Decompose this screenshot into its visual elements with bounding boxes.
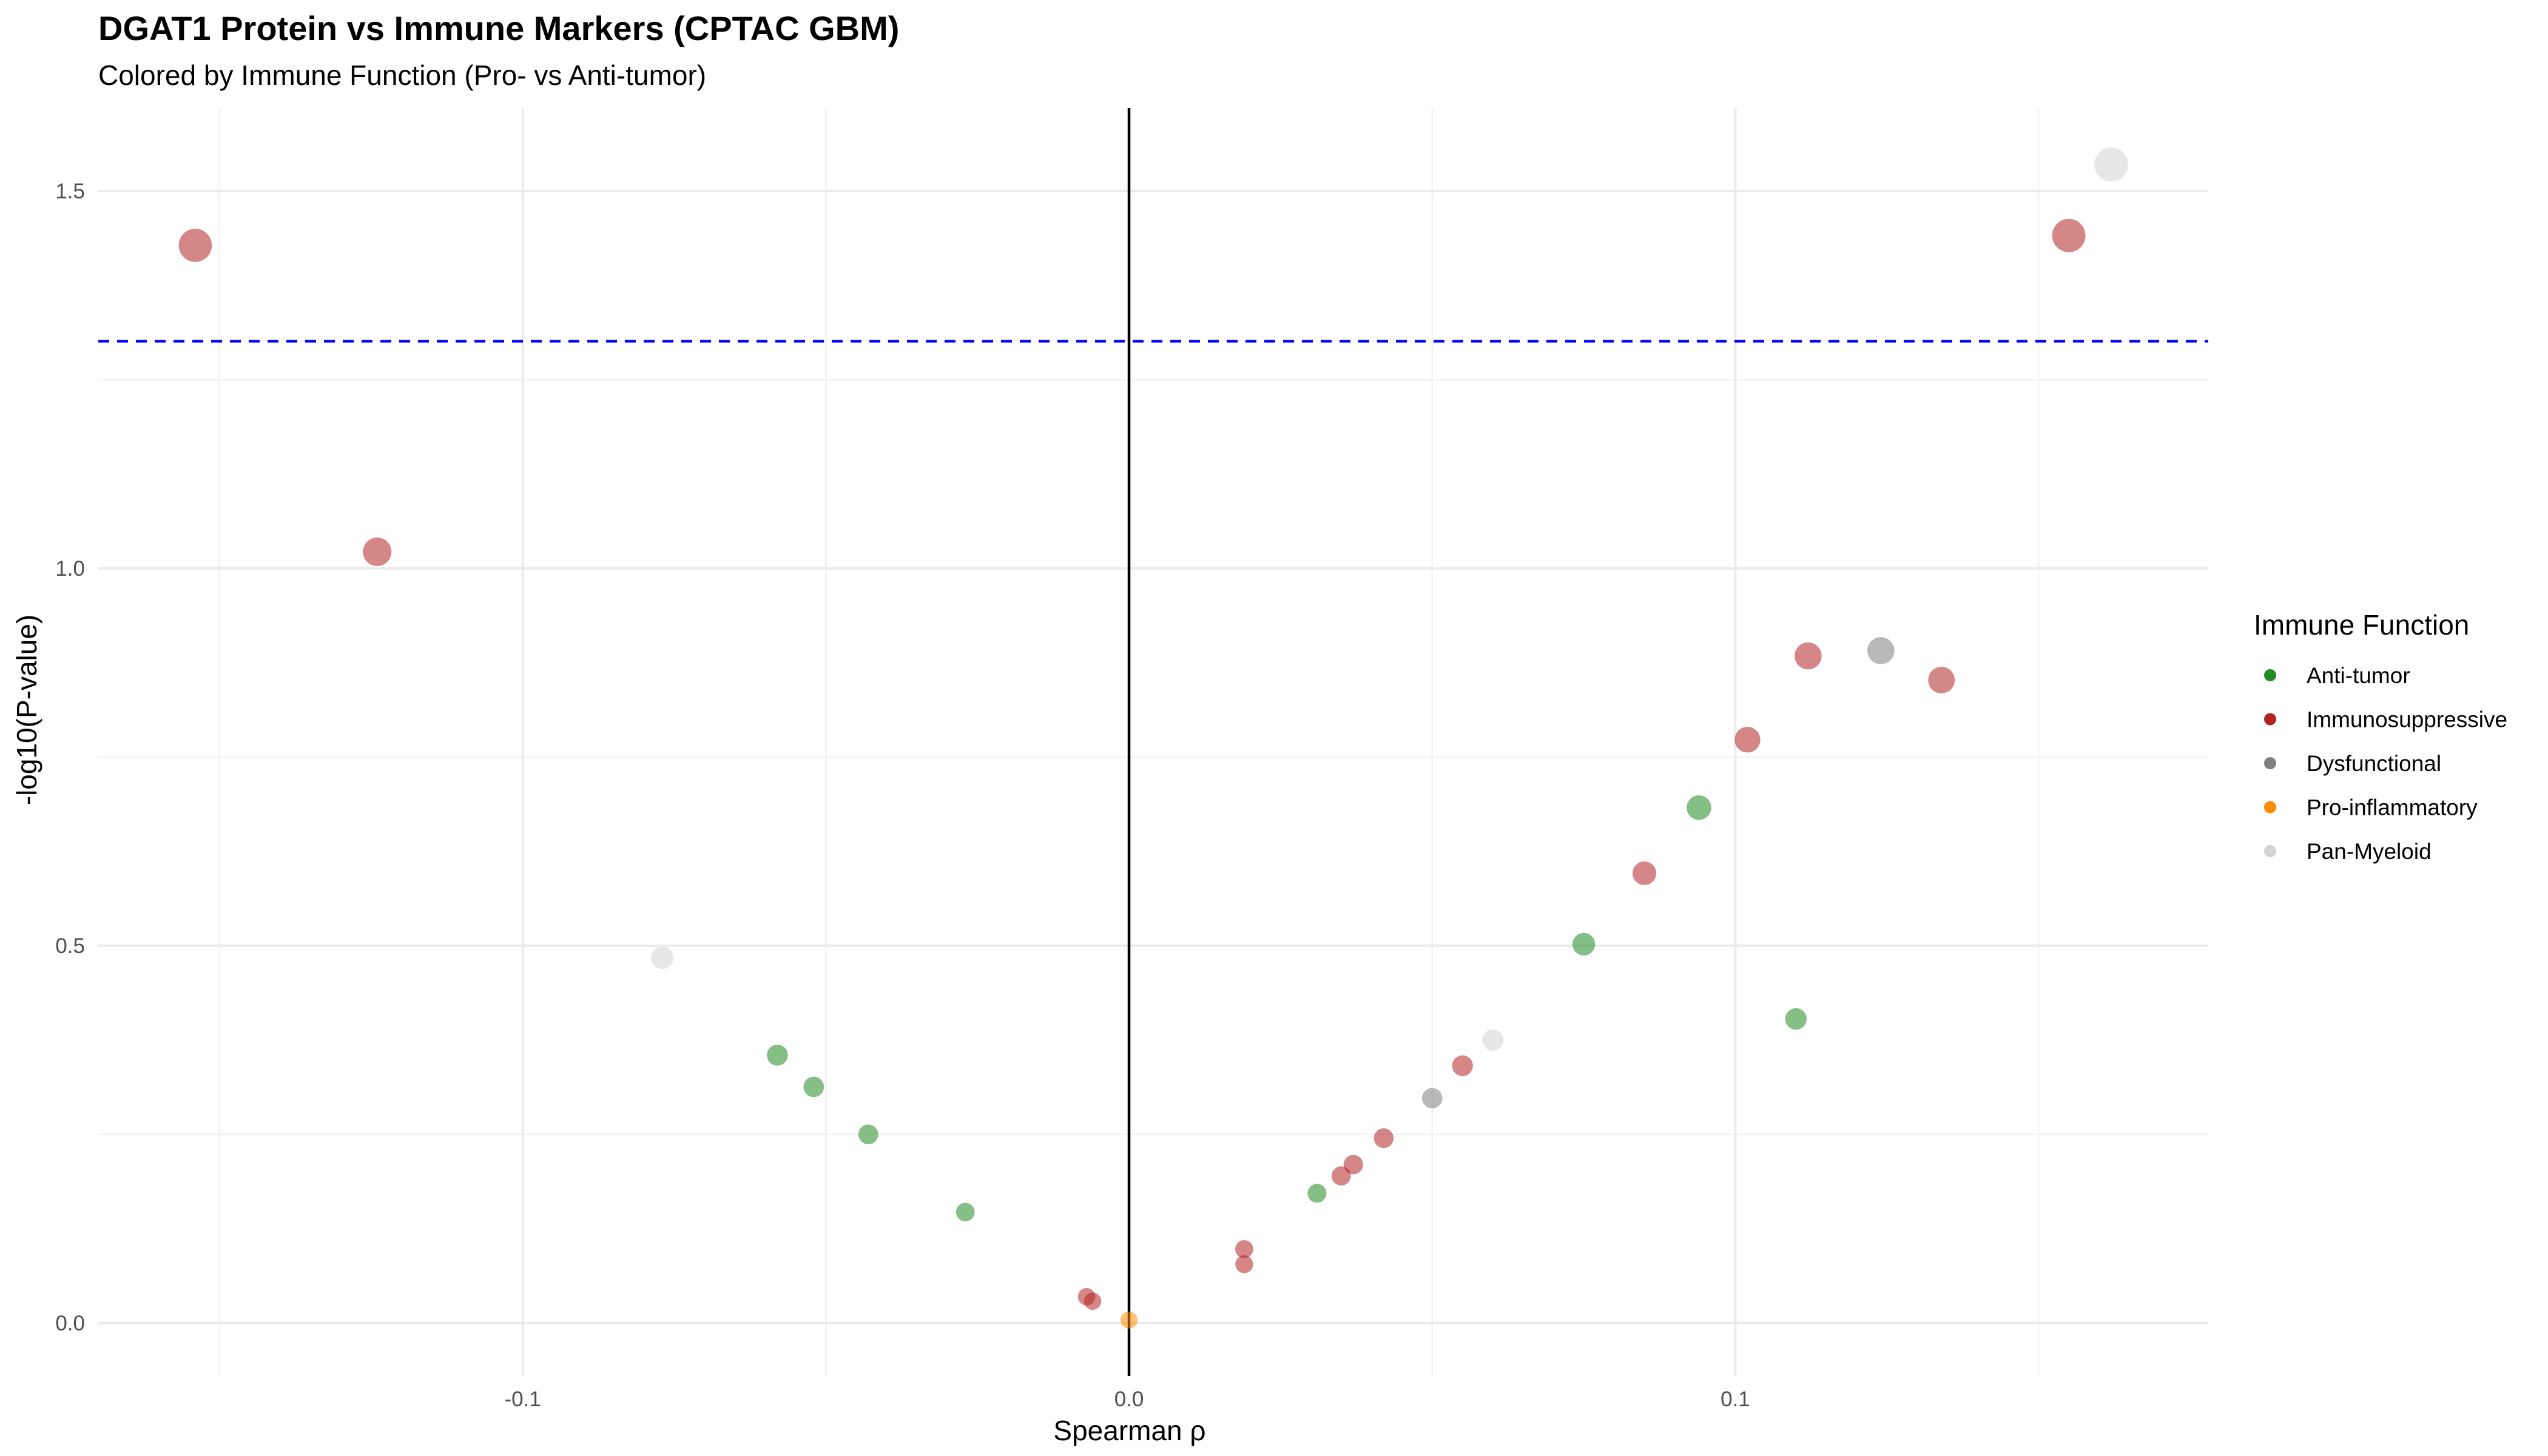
data-points [178, 147, 2129, 1329]
data-point-immunosuppressive [1734, 727, 1761, 753]
legend-label: Pan-Myeloid [2307, 839, 2432, 864]
data-point-immunosuppressive [1452, 1055, 1473, 1076]
reference-lines [98, 108, 2208, 1376]
grid-lines [98, 108, 2208, 1376]
data-point-anti-tumor [803, 1076, 824, 1097]
axis-tick-labels: -0.1 0.0 0.1 0.0 0.5 1.0 1.5 [55, 180, 1750, 1411]
x-axis-title: Spearman ρ [1053, 1415, 1205, 1446]
y-tick-label: 1.5 [55, 180, 85, 203]
y-tick-label: 1.0 [55, 557, 85, 581]
data-point-pan-myeloid [650, 946, 673, 969]
data-point-anti-tumor [858, 1124, 878, 1145]
legend-key [2264, 845, 2276, 857]
chart-title: DGAT1 Protein vs Immune Markers (CPTAC G… [98, 9, 899, 47]
legend-label: Dysfunctional [2307, 751, 2441, 776]
data-point-immunosuppressive [2052, 218, 2086, 252]
chart-subtitle: Colored by Immune Function (Pro- vs Anti… [98, 59, 706, 91]
legend-key [2264, 713, 2276, 726]
data-point-anti-tumor [1307, 1184, 1327, 1203]
data-point-anti-tumor [767, 1044, 788, 1066]
data-point-immunosuppressive [363, 537, 392, 567]
data-point-immunosuppressive [1343, 1154, 1363, 1175]
data-point-immunosuppressive [1795, 642, 1822, 670]
data-point-dysfunctional [1867, 637, 1895, 664]
y-tick-label: 0.0 [55, 1312, 85, 1335]
data-point-immunosuppressive [1928, 667, 1955, 693]
legend-label: Pro-inflammatory [2307, 795, 2478, 820]
legend-key [2264, 757, 2276, 769]
data-point-immunosuppressive [1373, 1128, 1394, 1148]
data-point-pro-inflammatory [1120, 1311, 1138, 1329]
data-point-immunosuppressive [178, 229, 212, 262]
legend: Immune Function Anti-tumor Immunosuppress… [2254, 609, 2507, 864]
legend-key [2264, 801, 2276, 814]
legend-label: Immunosuppressive [2307, 707, 2507, 732]
legend-label: Anti-tumor [2307, 663, 2410, 688]
data-point-immunosuppressive [1632, 861, 1657, 886]
data-point-anti-tumor [956, 1202, 975, 1222]
data-point-anti-tumor [1572, 932, 1596, 956]
legend-title: Immune Function [2254, 609, 2469, 641]
data-point-anti-tumor [1687, 795, 1711, 820]
data-point-immunosuppressive [1332, 1166, 1351, 1186]
y-axis-title: -log10(P-value) [11, 615, 42, 805]
y-tick-label: 0.5 [55, 934, 85, 958]
data-point-dysfunctional [1421, 1088, 1443, 1108]
x-tick-label: -0.1 [504, 1387, 541, 1411]
legend-items: Anti-tumor Immunosuppressive Dysfunctional… [2264, 663, 2507, 864]
legend-key [2264, 669, 2276, 681]
data-point-pan-myeloid [2094, 147, 2129, 182]
data-point-pan-myeloid [1482, 1029, 1504, 1051]
data-point-anti-tumor [1785, 1008, 1807, 1030]
data-point-immunosuppressive [1235, 1240, 1253, 1258]
x-tick-label: 0.0 [1114, 1387, 1144, 1411]
data-point-immunosuppressive [1084, 1292, 1102, 1310]
x-tick-label: 0.1 [1721, 1387, 1750, 1411]
data-point-immunosuppressive [1235, 1255, 1253, 1273]
